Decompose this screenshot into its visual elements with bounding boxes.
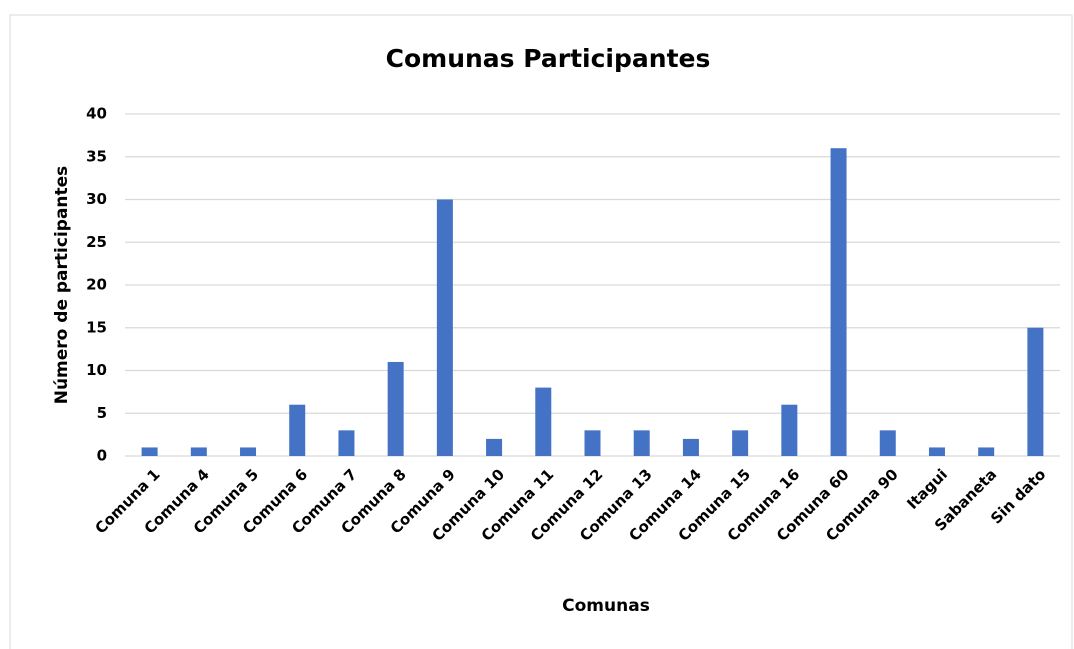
bar — [584, 430, 601, 456]
bar — [879, 430, 896, 456]
bar — [928, 447, 945, 456]
bar — [535, 387, 552, 456]
chart-title: Comunas Participantes — [386, 44, 711, 73]
y-tick-label: 20 — [86, 276, 107, 294]
bar — [633, 430, 650, 456]
bar — [830, 148, 847, 456]
x-axis-title: Comunas — [562, 596, 650, 616]
y-axis-title: Número de participantes — [52, 166, 72, 405]
y-tick-label: 10 — [86, 361, 107, 379]
bar — [387, 361, 404, 456]
y-tick-label: 30 — [86, 190, 107, 208]
bar — [978, 447, 995, 456]
bar — [436, 199, 453, 456]
y-tick-label: 35 — [86, 147, 107, 165]
bar — [338, 430, 355, 456]
bar — [141, 447, 158, 456]
bar — [289, 404, 306, 456]
y-tick-label: 5 — [97, 404, 107, 422]
bar — [486, 438, 503, 456]
bar — [240, 447, 257, 456]
y-tick-label: 0 — [97, 447, 107, 465]
y-tick-label: 40 — [86, 105, 107, 123]
y-tick-label: 25 — [86, 233, 107, 251]
bar — [682, 438, 699, 456]
y-tick-label: 15 — [86, 318, 107, 336]
bar — [1027, 327, 1044, 456]
chart-border — [9, 14, 1073, 649]
bar — [190, 447, 207, 456]
bar — [732, 430, 749, 456]
bar — [781, 404, 798, 456]
